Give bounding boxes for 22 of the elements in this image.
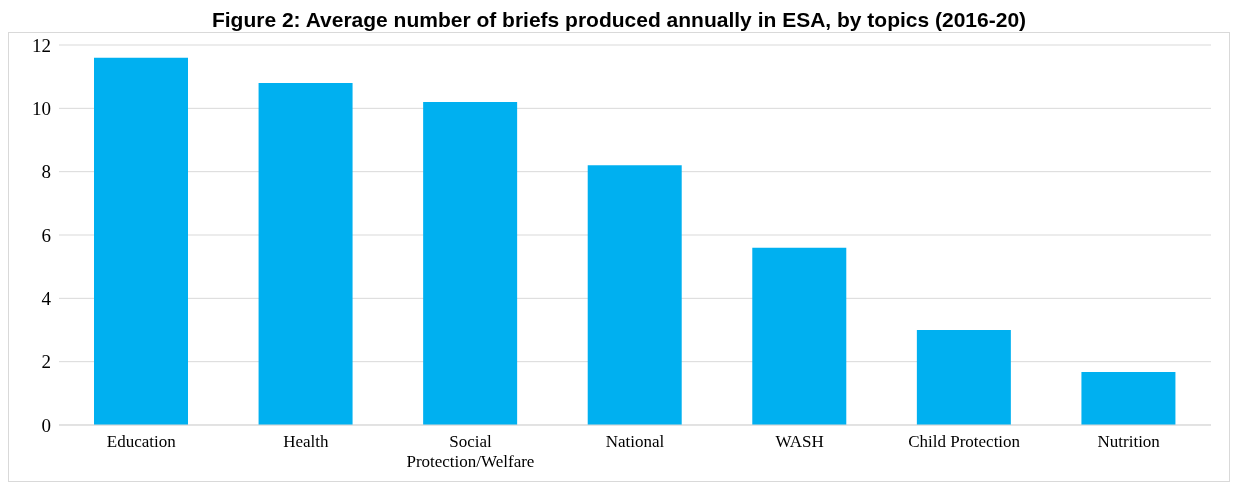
bar	[94, 57, 188, 425]
y-tick-label: 0	[41, 414, 51, 436]
y-tick-label: 4	[41, 288, 52, 310]
y-tick-label: 8	[41, 161, 51, 183]
chart-title: Figure 2: Average number of briefs produced annually in ESA, by topics (2016-20)	[210, 8, 1028, 32]
y-tick-label: 10	[32, 98, 51, 120]
y-tick-label: 6	[41, 224, 51, 246]
x-tick-label: Child Protection	[908, 432, 1021, 451]
x-tick-label: National	[605, 432, 665, 451]
x-tick-label: Health	[283, 432, 330, 451]
x-tick-label: Nutrition	[1097, 432, 1161, 451]
x-tick-label: Education	[106, 432, 177, 451]
bar	[1081, 372, 1176, 425]
bar	[423, 102, 518, 425]
bar	[587, 165, 682, 425]
x-tick-label: Social Protection/Welfare	[406, 432, 535, 471]
bar	[752, 247, 847, 425]
bar	[258, 83, 353, 425]
x-tick-label: WASH	[775, 432, 824, 451]
bar	[916, 330, 1011, 425]
y-tick-label: 2	[41, 351, 51, 373]
y-tick-label: 12	[32, 34, 51, 56]
